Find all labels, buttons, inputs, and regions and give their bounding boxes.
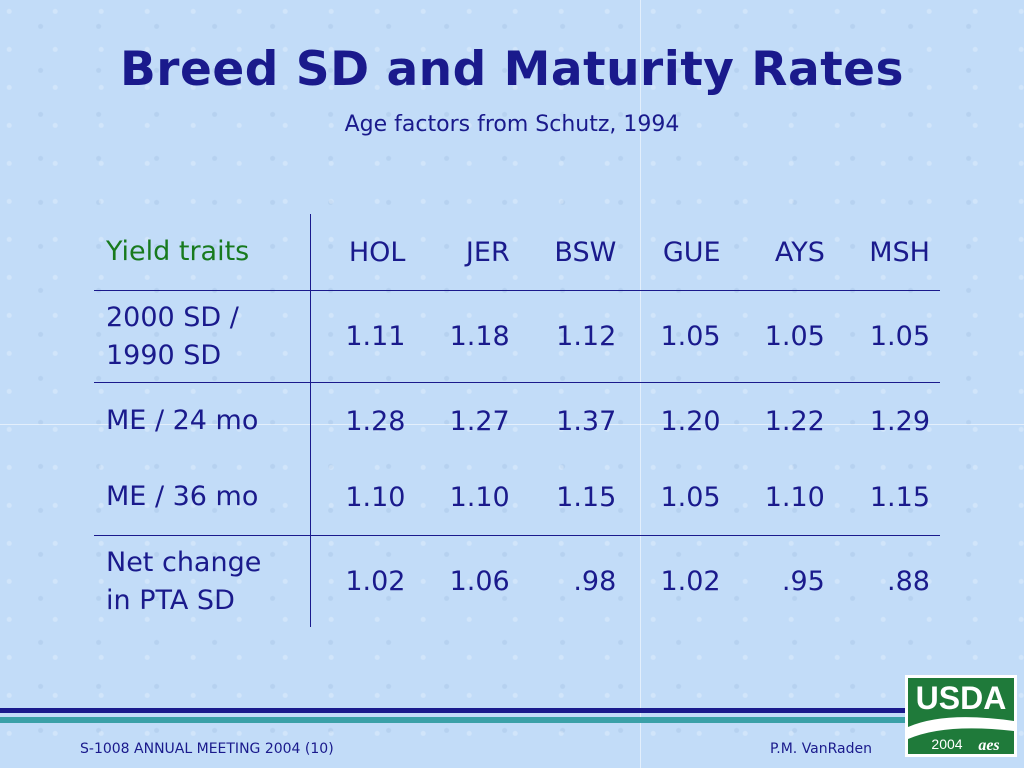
row-label: 2000 SD / 1990 SD bbox=[94, 290, 311, 383]
table-cell: 1.10 bbox=[764, 481, 825, 513]
table-cell: 1.22 bbox=[730, 382, 835, 459]
row-label-line: 1990 SD bbox=[106, 339, 222, 371]
table-cell: 1.10 bbox=[449, 481, 510, 513]
table-cell: 1.02 bbox=[626, 535, 731, 627]
logo-text: USDA bbox=[916, 680, 1007, 716]
column-header: GUE bbox=[662, 236, 721, 268]
table-row: ME / 24 mo 1.28 1.27 1.37 1.20 1.22 1.29 bbox=[94, 382, 940, 459]
table-cell: 1.10 bbox=[345, 481, 406, 513]
footer-band-navy bbox=[0, 708, 905, 713]
logo-mark: aes bbox=[978, 737, 999, 754]
footer-band-teal bbox=[0, 717, 905, 723]
usda-logo: USDA 2004 aes bbox=[905, 675, 1017, 757]
table-cell: 1.29 bbox=[834, 382, 940, 459]
table-cell: 1.06 bbox=[415, 535, 520, 627]
slide-title: Breed SD and Maturity Rates bbox=[119, 42, 905, 97]
logo-year: 2004 bbox=[931, 736, 962, 752]
row-label: ME / 36 mo bbox=[94, 459, 311, 536]
column-header: MSH bbox=[869, 236, 930, 268]
table-cell: 1.20 bbox=[626, 382, 731, 459]
table-cell: 1.05 bbox=[834, 290, 940, 383]
table-cell: .88 bbox=[834, 535, 940, 627]
column-header: HOL bbox=[348, 236, 406, 268]
row-label-line: in PTA SD bbox=[106, 584, 235, 616]
table-cell: 1.05 bbox=[660, 481, 721, 513]
table-row: ME / 36 mo 1.10 1.10 1.15 1.05 1.10 1.15 bbox=[94, 459, 940, 536]
column-header: AYS bbox=[774, 236, 825, 268]
logo-field bbox=[908, 678, 1014, 754]
row-label-line: 2000 SD / bbox=[106, 301, 239, 333]
data-table: Yield traits HOL JER BSW GUE AYS MSH 200… bbox=[94, 214, 940, 627]
table-cell: 1.15 bbox=[869, 481, 930, 513]
table-cell: 1.15 bbox=[556, 481, 617, 513]
table-row: Net change in PTA SD 1.02 1.06 .98 1.02 … bbox=[94, 535, 940, 627]
table-cell: 1.18 bbox=[415, 290, 520, 383]
table-cell: 1.28 bbox=[310, 382, 416, 459]
footer-meeting-label: S-1008 ANNUAL MEETING 2004 (10) bbox=[80, 741, 334, 757]
table-cell: 1.05 bbox=[730, 290, 835, 383]
table-cell: 1.11 bbox=[310, 290, 416, 383]
footer-author: P.M. VanRaden bbox=[770, 741, 873, 757]
table-header-row: Yield traits HOL JER BSW GUE AYS MSH bbox=[94, 214, 940, 291]
column-header: JER bbox=[465, 236, 510, 268]
row-label: ME / 24 mo bbox=[94, 382, 311, 459]
table-cell: 1.27 bbox=[415, 382, 520, 459]
table-cell: .95 bbox=[730, 535, 835, 627]
table-cell: .98 bbox=[519, 535, 627, 627]
table-row: 2000 SD / 1990 SD 1.11 1.18 1.12 1.05 1.… bbox=[94, 290, 940, 383]
table-cell: 1.05 bbox=[626, 290, 731, 383]
column-header: BSW bbox=[554, 236, 617, 268]
header-label: Yield traits bbox=[94, 214, 311, 291]
table-cell: 1.02 bbox=[310, 535, 416, 627]
logo-swoosh-icon bbox=[908, 717, 1014, 739]
row-label-line: Net change bbox=[106, 546, 262, 578]
table-cell: 1.37 bbox=[519, 382, 627, 459]
table-cell: 1.12 bbox=[519, 290, 627, 383]
row-label: Net change in PTA SD bbox=[94, 535, 311, 627]
slide-subtitle: Age factors from Schutz, 1994 bbox=[344, 112, 680, 137]
